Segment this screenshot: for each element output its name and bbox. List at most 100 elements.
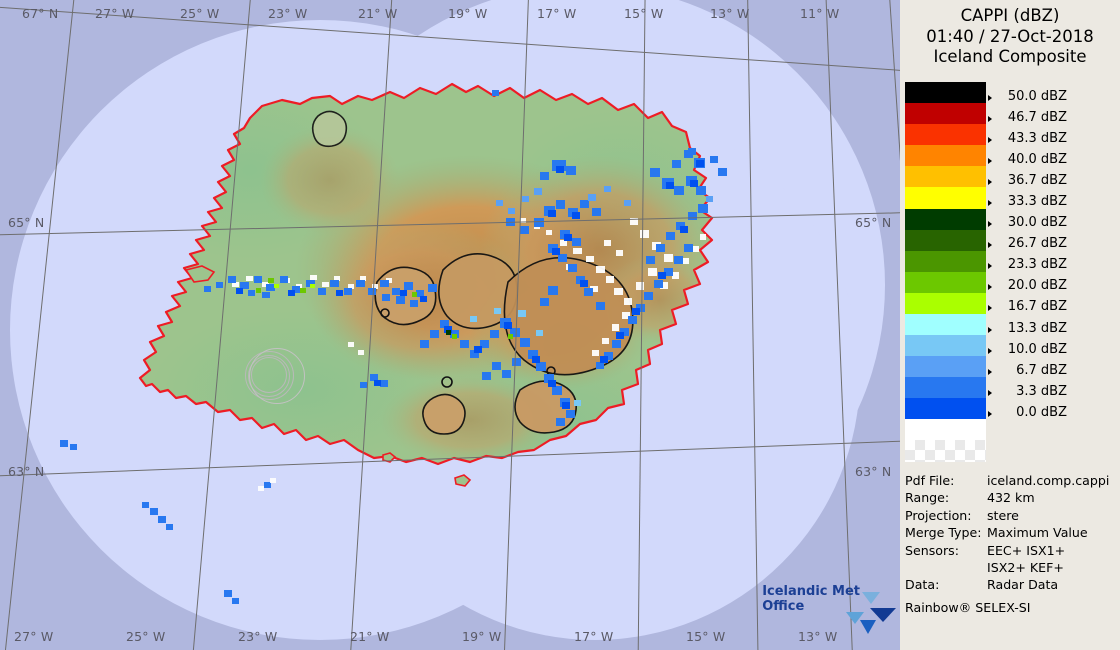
legend-swatch bbox=[905, 145, 986, 167]
legend-row: 6.7 dBZ bbox=[905, 356, 1115, 378]
axis-label-top-9: 11° W bbox=[800, 6, 840, 21]
axis-label-bottom-6: 15° W bbox=[686, 629, 726, 644]
meta-row: Merge Type: Maximum Value bbox=[905, 524, 1120, 541]
icelandic-met-office-logo[interactable]: Icelandic Met Office bbox=[762, 584, 896, 634]
meta-key-data: Data: bbox=[905, 577, 940, 593]
meta-key: Pdf File: bbox=[905, 473, 955, 488]
title-line-3: Iceland Composite bbox=[933, 47, 1087, 66]
legend-tick-icon bbox=[988, 221, 992, 228]
legend-label: 6.7 dBZ bbox=[1016, 362, 1067, 378]
meta-key: Sensors: bbox=[905, 542, 959, 558]
radar-map[interactable]: 67° N 27° W 25° W 23° W 21° W 19° W 17° … bbox=[0, 0, 900, 650]
axis-label-top-8: 13° W bbox=[710, 6, 750, 21]
legend-label: 50.0 dBZ bbox=[1007, 88, 1067, 104]
axis-label-top-3: 23° W bbox=[268, 6, 308, 21]
legend-swatch bbox=[905, 292, 986, 315]
legend-label: 33.3 dBZ bbox=[1007, 193, 1067, 209]
metadata-block: Pdf File: iceland.comp.cappi Range: 432 km P… bbox=[905, 472, 1120, 616]
title-line-1: CAPPI (dBZ) bbox=[960, 6, 1060, 25]
sensors-line-2: ISX2+ KEF+ bbox=[987, 560, 1064, 576]
legend-tick-icon bbox=[988, 178, 992, 185]
legend-row: 23.3 dBZ bbox=[905, 250, 1115, 273]
legend-label: 3.3 dBZ bbox=[1016, 383, 1067, 399]
legend-label: 46.7 dBZ bbox=[1007, 109, 1067, 125]
legend-label: 10.0 dBZ bbox=[1007, 341, 1067, 357]
legend-tick-icon bbox=[988, 242, 992, 249]
legend-tick-icon bbox=[988, 199, 992, 206]
axis-label-right-63N: 63° N bbox=[855, 464, 892, 479]
legend-tick-icon bbox=[988, 389, 992, 396]
legend-row: 46.7 dBZ bbox=[905, 103, 1115, 125]
product-title: CAPPI (dBZ) 01:40 / 27-Oct-2018 Iceland … bbox=[900, 0, 1120, 68]
axis-label-top-1: 27° W bbox=[95, 6, 135, 21]
legend-row: 40.0 dBZ bbox=[905, 145, 1115, 167]
legend-row: 50.0 dBZ bbox=[905, 82, 1115, 104]
axis-label-bottom-7: 13° W bbox=[798, 629, 838, 644]
legend-label: 40.0 dBZ bbox=[1007, 151, 1067, 167]
legend-tick-icon bbox=[988, 326, 992, 333]
legend-swatch bbox=[905, 103, 986, 125]
legend-tick-icon bbox=[988, 136, 992, 143]
legend-swatch bbox=[905, 82, 986, 104]
meta-value: EEC+ ISX1+ bbox=[987, 542, 1066, 558]
legend-label: 26.7 dBZ bbox=[1007, 236, 1067, 252]
legend-label: 36.7 dBZ bbox=[1007, 172, 1067, 188]
legend-swatch bbox=[905, 229, 986, 251]
legend-swatch bbox=[905, 124, 986, 146]
legend-tick-icon bbox=[988, 305, 992, 312]
legend-label: 0.0 dBZ bbox=[1016, 404, 1067, 420]
meta-value: stere bbox=[987, 507, 1019, 523]
title-line-2: 01:40 / 27-Oct-2018 bbox=[926, 26, 1094, 46]
legend-label: 16.7 dBZ bbox=[1007, 299, 1067, 315]
meta-key: Range: bbox=[905, 490, 950, 506]
legend-label: 20.0 dBZ bbox=[1007, 278, 1067, 294]
legend-tick-icon bbox=[988, 263, 992, 270]
legend-swatch bbox=[905, 335, 986, 357]
legend-row: 0.0 dBZ bbox=[905, 398, 1115, 420]
legend-swatch bbox=[905, 271, 986, 293]
axis-label-top-6: 17° W bbox=[537, 6, 577, 21]
axis-label-top-0: 67° N bbox=[22, 6, 59, 21]
legend-white-band bbox=[905, 419, 986, 440]
axis-label-left-65N: 65° N bbox=[8, 215, 45, 230]
axis-label-right-65N: 65° N bbox=[855, 215, 892, 230]
legend-tick-icon bbox=[988, 368, 992, 375]
info-panel: CAPPI (dBZ) 01:40 / 27-Oct-2018 Iceland … bbox=[900, 0, 1120, 650]
legend-swatch bbox=[905, 398, 986, 420]
legend-swatch bbox=[905, 166, 986, 188]
axis-label-bottom-0: 27° W bbox=[14, 629, 54, 644]
meta-value-data: Radar Data bbox=[987, 577, 1059, 593]
meta-row-data: Data: Radar Data bbox=[905, 576, 1120, 593]
legend-swatch bbox=[905, 208, 986, 230]
radar-site-ring-outer bbox=[249, 348, 305, 404]
axis-label-bottom-5: 17° W bbox=[574, 629, 614, 644]
legend-row: 20.0 dBZ bbox=[905, 271, 1115, 294]
meta-value: 432 km bbox=[987, 490, 1035, 506]
axis-label-top-4: 21° W bbox=[358, 6, 398, 21]
legend-row: 33.3 dBZ bbox=[905, 187, 1115, 209]
legend-row: 26.7 dBZ bbox=[905, 229, 1115, 252]
meta-value: iceland.comp.cappi bbox=[987, 473, 1110, 488]
logo-arrows-icon bbox=[846, 592, 896, 634]
axis-label-top-5: 19° W bbox=[448, 6, 488, 21]
logo-line-2: Office bbox=[762, 599, 805, 614]
legend-swatch bbox=[905, 250, 986, 272]
axis-label-top-2: 25° W bbox=[180, 6, 220, 21]
legend-label: 23.3 dBZ bbox=[1007, 257, 1067, 273]
legend-row: 3.3 dBZ bbox=[905, 377, 1115, 399]
meta-row: Pdf File: iceland.comp.cappi bbox=[905, 472, 1120, 489]
axis-label-bottom-4: 19° W bbox=[462, 629, 502, 644]
meta-row: Range: 432 km bbox=[905, 489, 1120, 506]
legend-row: 30.0 dBZ bbox=[905, 208, 1115, 231]
axis-label-top-7: 15° W bbox=[624, 6, 664, 21]
legend-swatch bbox=[905, 377, 986, 399]
logo-line-1: Icelandic Met bbox=[762, 584, 860, 599]
legend-label: 30.0 dBZ bbox=[1007, 215, 1067, 231]
legend-tick-icon bbox=[988, 115, 992, 122]
axis-label-bottom-3: 21° W bbox=[350, 629, 390, 644]
axis-label-left-63N: 63° N bbox=[8, 464, 45, 479]
legend-row: 13.3 dBZ bbox=[905, 314, 1115, 336]
legend-label: 43.3 dBZ bbox=[1007, 130, 1067, 146]
legend-tick-icon bbox=[988, 284, 992, 291]
